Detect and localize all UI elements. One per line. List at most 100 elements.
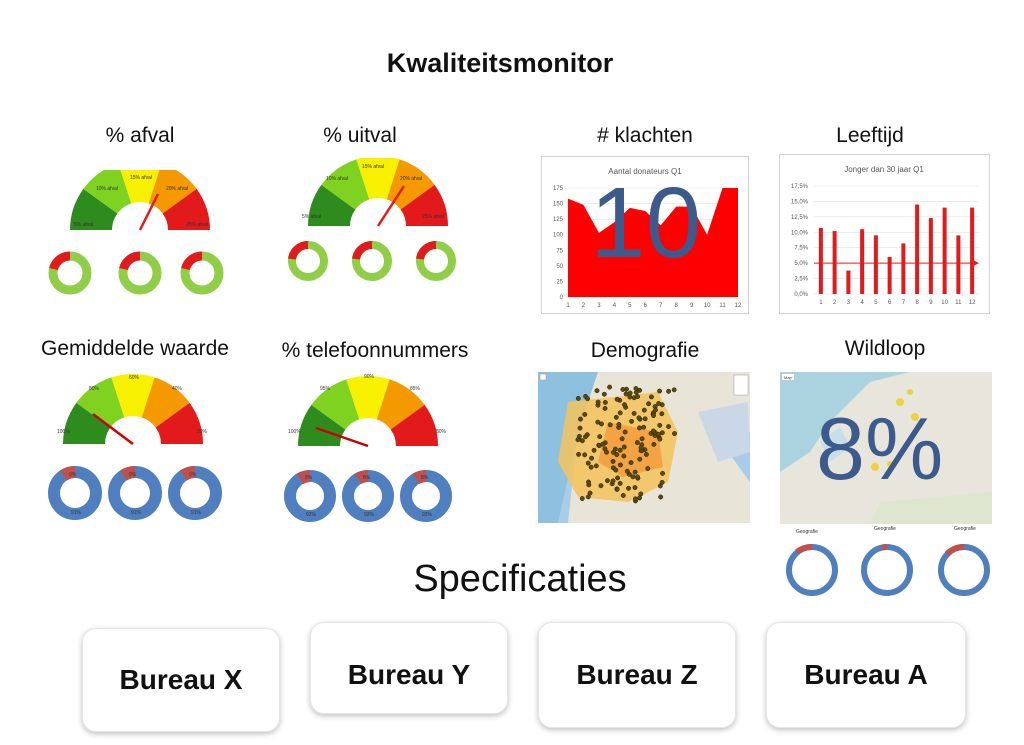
wildloop-map[interactable]: Map 8% [780,372,992,524]
map-marker [579,438,585,444]
map-marker [626,485,631,491]
map-marker [624,386,629,392]
afval-label-10: 10% afval [96,186,118,192]
telefoon-donut-1: 8% 92% [284,470,336,522]
area-x-tick: 5 [628,303,632,309]
gemiddelde-widget: 100% 80% 60% 40% 20% 9% 91% 9% 91% 9% 91% [48,373,222,520]
svg-text:40%: 40% [172,386,183,392]
bar-9 [928,218,933,294]
bureau-a-button[interactable]: Bureau A [766,622,966,728]
bar-3 [846,270,851,294]
map-marker [578,416,583,422]
map-marker [611,449,616,455]
afval-label-25: 25% afval [186,222,208,228]
demografie-map[interactable] [538,372,750,523]
area-y-tick: 50 [556,264,563,270]
area-x-tick: 7 [659,303,663,309]
bar-8 [915,204,920,294]
map-marker [637,495,642,501]
area-x-tick: 8 [675,303,679,309]
wildloop-map-tab [782,374,794,380]
telefoon-gauge [298,375,438,448]
svg-text:100%: 100% [57,429,70,435]
map-marker [605,478,610,484]
bar-x-tick: 12 [969,300,976,306]
area-x-tick: 4 [613,303,617,309]
map-marker [579,496,585,501]
svg-text:91%: 91% [191,510,202,516]
bar-y-tick: 15,0% [791,199,809,205]
map-marker [617,480,623,486]
map-marker [627,390,633,396]
map-marker [657,388,663,394]
map-marker [637,456,643,462]
svg-text:60%: 60% [129,375,140,381]
svg-text:92%: 92% [306,512,317,518]
svg-text:91%: 91% [71,510,82,516]
demografie-zoom-button [539,373,547,381]
klachten-chart-title: Aantal donateurs Q1 [608,167,682,176]
map-marker [600,441,606,447]
map-marker [666,424,672,430]
area-x-tick: 1 [566,303,570,309]
bar-y-tick: 5,0% [794,261,808,267]
leeftijd-title: Leeftijd [836,124,904,147]
svg-text:95%: 95% [320,386,331,392]
telefoon-widget: 100% 95% 90% 85% 80% 8% 92% 8% 92% 8% 92% [284,374,452,522]
bureau-x-button[interactable]: Bureau X [82,628,280,732]
map-marker [622,429,628,435]
bureau-y-button[interactable]: Bureau Y [310,622,508,714]
map-marker [588,464,594,470]
map-marker [614,396,620,402]
area-x-tick: 9 [690,303,694,309]
map-marker [615,475,621,481]
bar-6 [887,256,892,294]
map-marker [601,391,607,397]
afval-label-15: 15% afval [130,175,152,181]
leeftijd-bar-chart: Jonger dan 30 jaar Q1 0,0% 2,5% 5,0% 7,5% 10… [791,165,979,306]
map-marker [632,469,638,475]
bar-x-tick: 4 [860,300,864,306]
spec-title: Specificaties [413,558,627,600]
area-y-tick: 75 [556,248,563,254]
map-marker [624,468,630,474]
map-marker [639,436,645,442]
map-marker [631,410,637,416]
map-marker [576,451,582,457]
map-marker [632,485,638,490]
map-marker [576,433,582,439]
map-marker [635,394,641,400]
afval-gauge [70,170,210,231]
map-marker [593,463,599,469]
map-marker [617,410,623,416]
map-marker [657,436,663,442]
area-x-tick: 3 [597,303,601,309]
afval-needle-icon [138,193,160,231]
uitval-needle-icon [376,185,406,227]
bar-x-tick: 1 [819,300,823,306]
bar-1 [818,227,823,294]
map-marker [632,496,638,502]
svg-text:92%: 92% [364,512,375,518]
afval-title: % afval [105,124,175,147]
klachten-chart: Aantal donateurs Q1 0 25 50 75 100 125 150 175 … [541,156,749,314]
bar-7 [901,243,906,294]
map-marker [656,401,662,406]
map-marker [659,430,665,436]
svg-text:80%: 80% [436,429,447,435]
leeftijd-reference-arrow-icon [973,260,979,267]
afval-label-20: 20% afval [166,186,188,192]
svg-text:80%: 80% [89,386,100,392]
bar-y-tick: 10,0% [791,230,809,236]
afval-donut-2 [118,251,162,295]
map-marker [657,422,663,428]
map-marker [602,405,608,411]
map-marker [589,455,594,461]
bar-x-tick: 11 [955,300,962,306]
bar-x-tick: 7 [902,300,906,306]
bureau-z-button[interactable]: Bureau Z [538,622,736,728]
map-marker [597,434,603,440]
gemiddelde-donut-3: 9% 91% [168,466,222,520]
map-marker [610,478,616,484]
demografie-title: Demografie [590,339,700,362]
